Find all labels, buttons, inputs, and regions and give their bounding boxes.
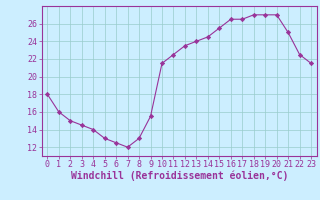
X-axis label: Windchill (Refroidissement éolien,°C): Windchill (Refroidissement éolien,°C) — [70, 171, 288, 181]
